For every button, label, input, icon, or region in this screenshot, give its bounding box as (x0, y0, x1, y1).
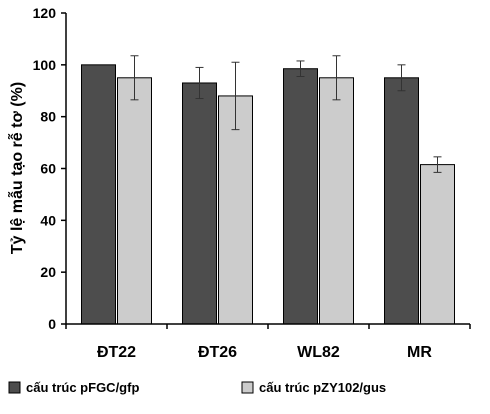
bar-pzy102 (218, 95, 253, 325)
y-tick-label: 120 (33, 5, 57, 21)
legend-label: cấu trúc pFGC/gfp (26, 380, 139, 395)
bar-pzy102 (420, 164, 455, 325)
bar-pfgc (182, 82, 217, 325)
plot-area (81, 55, 455, 325)
x-tick-label: MR (407, 344, 432, 361)
y-axis-title: Tỷ lệ mẫu tạo rễ tơ (%) (7, 82, 26, 254)
y-tick-label: 0 (48, 316, 56, 332)
bar-pzy102 (319, 77, 354, 325)
legend-swatch (241, 381, 254, 394)
legend-label: cấu trúc pZY102/gus (259, 380, 386, 395)
x-tick-label: WL82 (297, 344, 340, 361)
bar-pzy102 (117, 77, 152, 325)
legend: cấu trúc pFGC/gfp cấu trúc pZY102/gus (8, 380, 386, 395)
y-tick-label: 100 (33, 57, 57, 73)
x-tick-label: ĐT22 (97, 344, 136, 361)
x-axis: ĐT22 ĐT26 WL82 MR (65, 323, 471, 361)
y-axis: 0 20 40 60 80 100 120 (33, 5, 67, 332)
legend-swatch (8, 381, 21, 394)
y-tick-label: 40 (40, 212, 56, 228)
y-tick-label: 60 (40, 161, 56, 177)
y-tick-label: 80 (40, 109, 56, 125)
bar-pfgc (384, 77, 419, 325)
bar-pfgc (81, 64, 116, 325)
y-tick-label: 20 (40, 264, 56, 280)
x-tick-label: ĐT26 (198, 344, 237, 361)
bar-pfgc (283, 68, 318, 325)
